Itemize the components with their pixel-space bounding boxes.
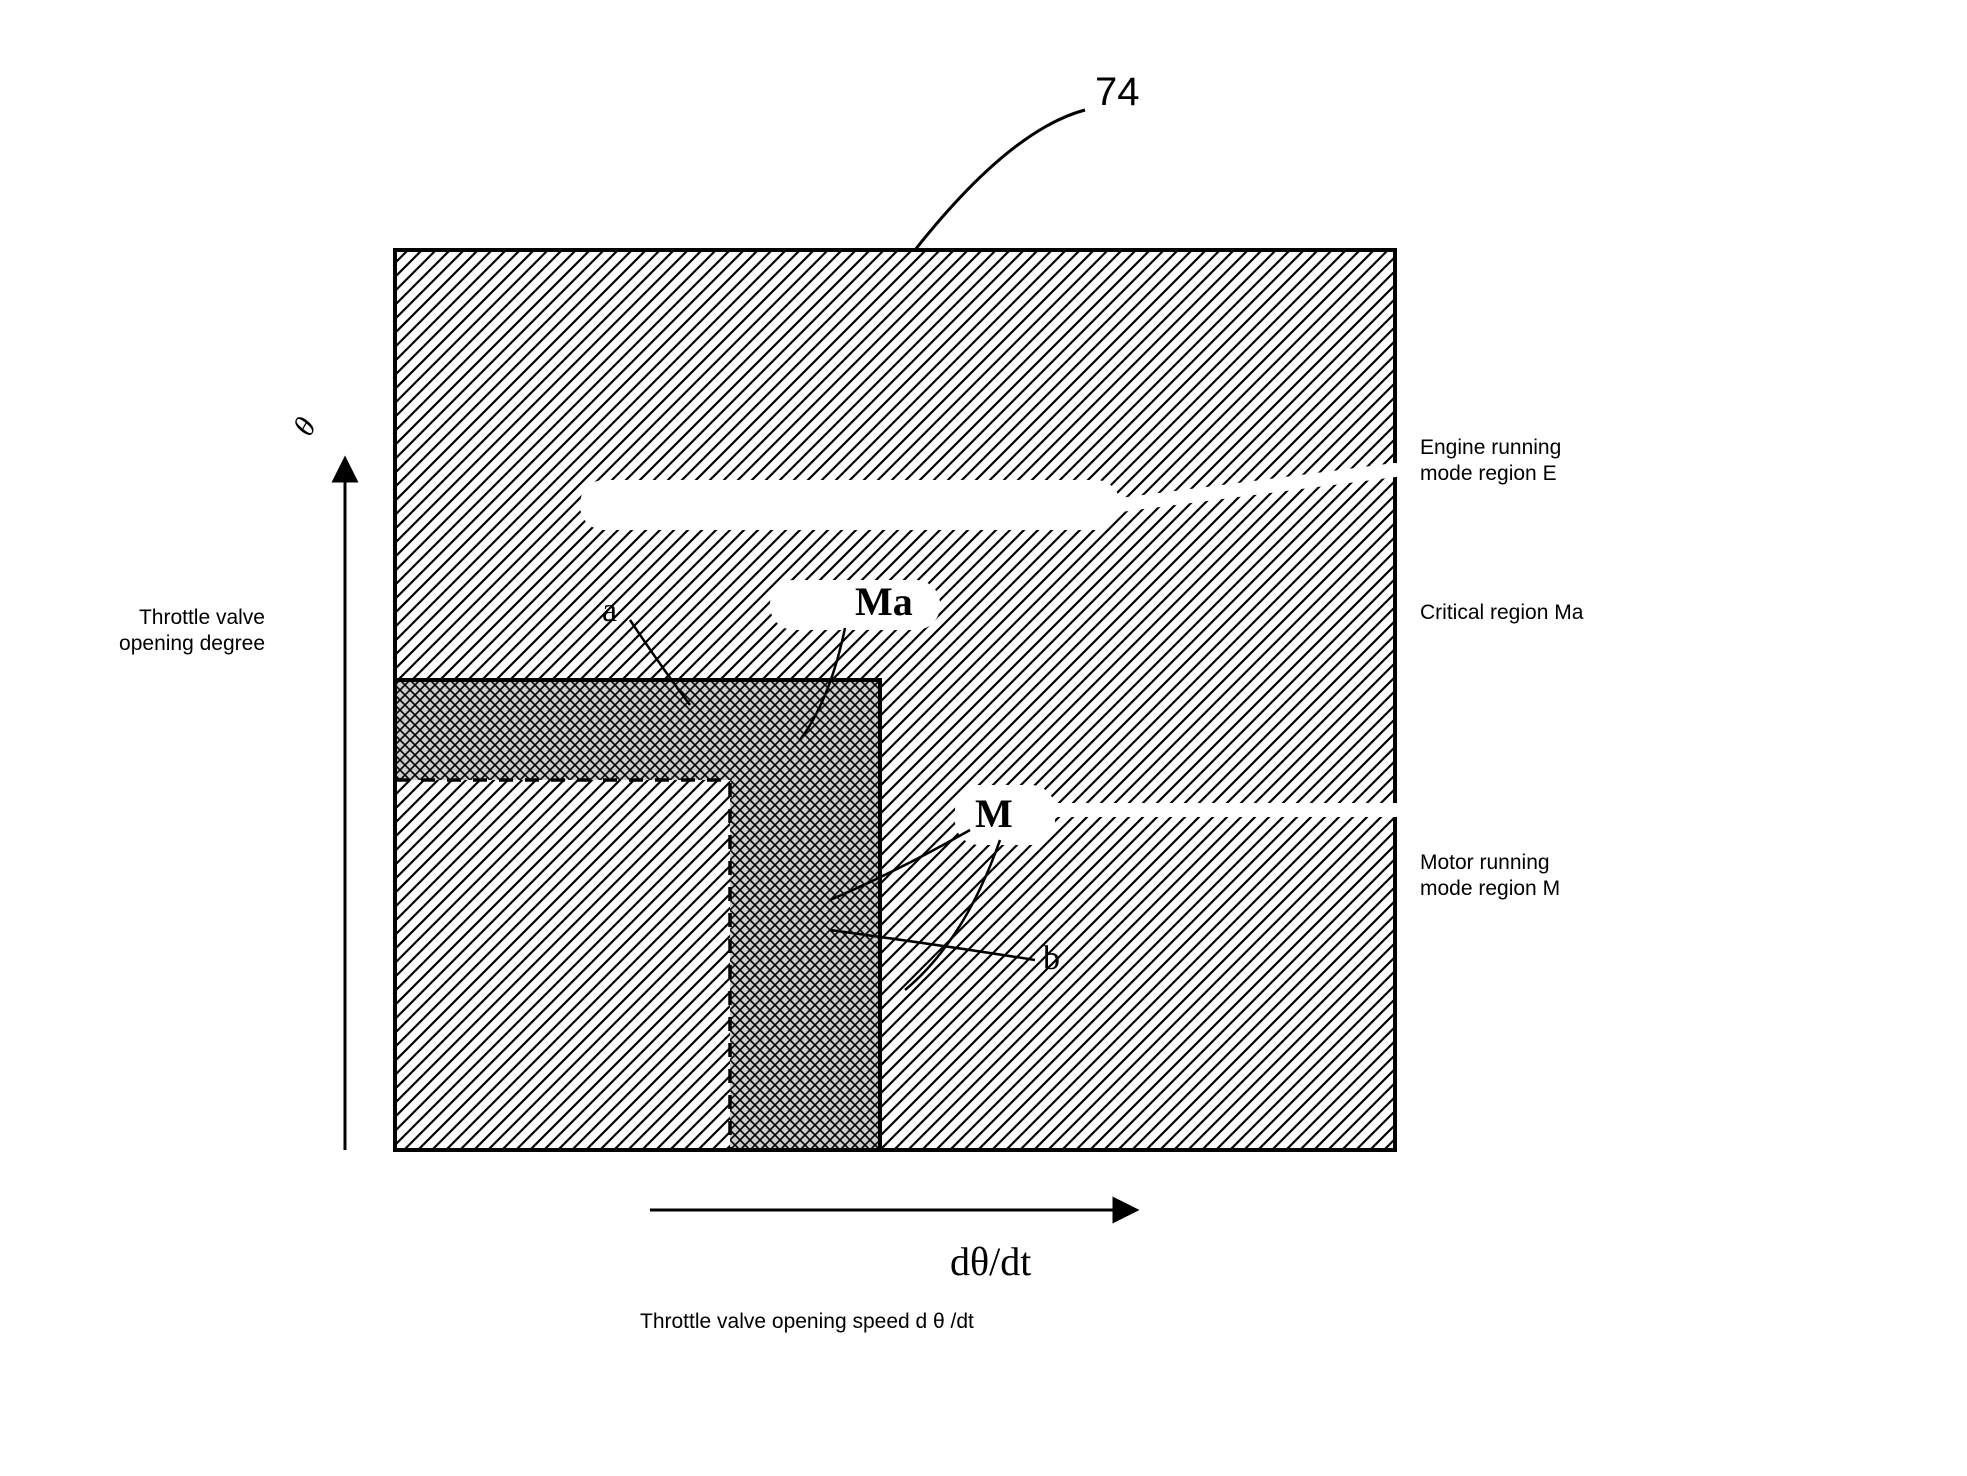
symbol-M: M xyxy=(975,790,1013,837)
x-axis-symbol-dtheta: dθ/dt xyxy=(950,1238,1031,1285)
region-Ma-side xyxy=(730,780,880,1150)
symbol-b: b xyxy=(1043,940,1060,978)
legend-M-line2: mode region M xyxy=(1420,876,1560,902)
callout-74-curve xyxy=(915,110,1085,250)
legend-E-line1: Engine running xyxy=(1420,435,1561,461)
y-axis-label-line2: opening degree xyxy=(40,631,265,657)
figure-page: 74 θ Throttle valve opening degree Ma M … xyxy=(0,0,1967,1476)
legend-Ma: Critical region Ma xyxy=(1420,600,1583,626)
symbol-Ma: Ma xyxy=(855,578,913,625)
callout-number-74: 74 xyxy=(1095,70,1140,115)
y-axis-label: Throttle valve opening degree xyxy=(40,605,265,658)
x-axis-label: Throttle valve opening speed d θ /dt xyxy=(640,1310,974,1334)
mask-E-label xyxy=(580,480,1120,530)
legend-E: Engine running mode region E xyxy=(1420,435,1561,488)
symbol-a: a xyxy=(602,592,617,630)
legend-M: Motor running mode region M xyxy=(1420,850,1560,903)
legend-M-line1: Motor running xyxy=(1420,850,1560,876)
y-axis-label-line1: Throttle valve xyxy=(40,605,265,631)
legend-E-line2: mode region E xyxy=(1420,461,1561,487)
